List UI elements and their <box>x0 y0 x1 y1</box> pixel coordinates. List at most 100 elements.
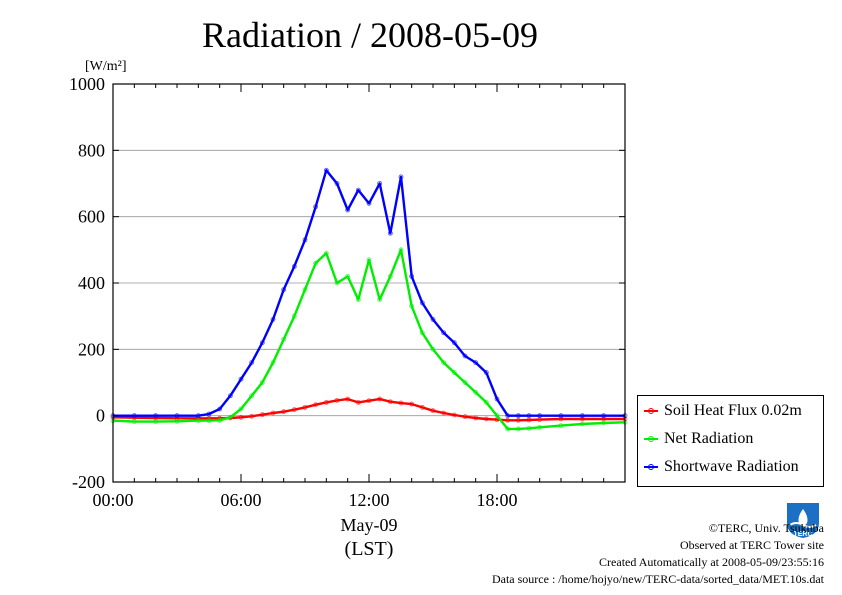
data-point <box>462 380 468 385</box>
data-point <box>377 181 383 186</box>
data-point <box>302 237 308 243</box>
data-point <box>419 330 425 336</box>
data-point <box>238 376 244 382</box>
data-point <box>505 413 511 419</box>
legend-label-soil-heat-flux: Soil Heat Flux 0.02m <box>664 402 802 419</box>
data-point <box>483 416 489 422</box>
data-point <box>473 390 479 395</box>
data-point <box>473 360 479 366</box>
data-point <box>334 181 340 186</box>
data-point <box>505 417 511 423</box>
data-point <box>419 404 425 410</box>
data-point <box>483 399 489 405</box>
data-point <box>558 423 564 429</box>
data-point <box>345 207 351 213</box>
data-point <box>249 413 255 419</box>
data-point <box>323 167 329 173</box>
data-point <box>387 399 393 405</box>
data-point <box>579 416 585 422</box>
x-tick-label: 00:00 <box>92 490 133 510</box>
data-point <box>430 408 436 414</box>
data-point <box>451 412 457 418</box>
data-point <box>334 398 340 403</box>
data-point <box>131 419 137 425</box>
data-point <box>323 250 329 256</box>
legend-swatch-net-radiation <box>644 436 658 442</box>
x-date-label: May-09 <box>341 515 398 535</box>
data-point <box>195 418 201 424</box>
data-point <box>526 425 532 431</box>
data-point <box>323 399 329 405</box>
data-point <box>153 419 159 425</box>
data-point <box>206 411 212 417</box>
data-point <box>515 426 521 432</box>
data-point <box>355 399 361 405</box>
series-line <box>113 168 625 417</box>
y-tick-label: -200 <box>72 472 105 492</box>
y-tick-label: 400 <box>78 273 105 293</box>
data-point <box>291 407 297 413</box>
data-point <box>174 418 180 424</box>
data-point <box>195 413 201 419</box>
data-point <box>366 257 372 263</box>
data-point <box>515 413 521 419</box>
data-point <box>537 424 543 430</box>
data-point <box>430 346 436 352</box>
data-point <box>579 421 585 427</box>
data-point <box>451 340 457 346</box>
data-point <box>355 297 361 302</box>
data-point <box>558 416 564 422</box>
legend-label-shortwave-radiation: Shortwave Radiation <box>664 458 799 475</box>
data-point <box>366 200 372 206</box>
data-point <box>259 412 265 418</box>
data-point <box>238 406 244 412</box>
data-point <box>515 417 521 423</box>
data-point <box>377 396 383 402</box>
x-axis-label: (LST) <box>345 538 394 560</box>
data-point <box>494 396 500 402</box>
data-point <box>537 413 543 419</box>
data-point <box>217 406 223 412</box>
data-point <box>313 402 319 408</box>
data-point <box>601 413 607 419</box>
legend-label-net-radiation: Net Radiation <box>664 430 754 447</box>
data-point <box>441 410 447 416</box>
data-point <box>558 413 564 419</box>
data-point <box>259 380 265 385</box>
data-point <box>313 204 319 210</box>
data-point <box>302 287 308 293</box>
data-point <box>270 317 276 322</box>
data-point <box>409 401 415 407</box>
data-point <box>430 317 436 322</box>
data-point <box>345 273 351 279</box>
data-point <box>451 370 457 375</box>
y-tick-label: 1000 <box>69 74 105 94</box>
data-point <box>494 413 500 419</box>
legend-swatch-soil-heat-flux <box>644 408 658 414</box>
legend-item-net-radiation: Net Radiation <box>644 427 753 451</box>
data-point <box>579 413 585 419</box>
data-point <box>366 398 372 404</box>
data-point <box>249 393 255 399</box>
data-point <box>398 400 404 406</box>
data-point <box>281 409 287 415</box>
data-point <box>206 418 212 424</box>
x-tick-label: 18:00 <box>476 490 517 510</box>
y-tick-label: 600 <box>78 207 105 227</box>
data-point <box>441 360 447 366</box>
chart-title: Radiation / 2008-05-09 <box>202 15 538 55</box>
data-point <box>334 280 340 286</box>
data-point <box>419 300 425 306</box>
data-point <box>355 187 361 193</box>
data-point <box>387 273 393 279</box>
data-point <box>281 336 287 342</box>
data-point <box>291 313 297 319</box>
x-tick-label: 12:00 <box>348 490 389 510</box>
legend: Soil Heat Flux 0.02m Net Radiation Short… <box>637 395 824 487</box>
data-point <box>409 273 415 279</box>
data-point <box>270 360 276 366</box>
data-point <box>398 247 404 253</box>
legend-swatch-shortwave-radiation <box>644 464 658 470</box>
data-point <box>227 393 233 399</box>
